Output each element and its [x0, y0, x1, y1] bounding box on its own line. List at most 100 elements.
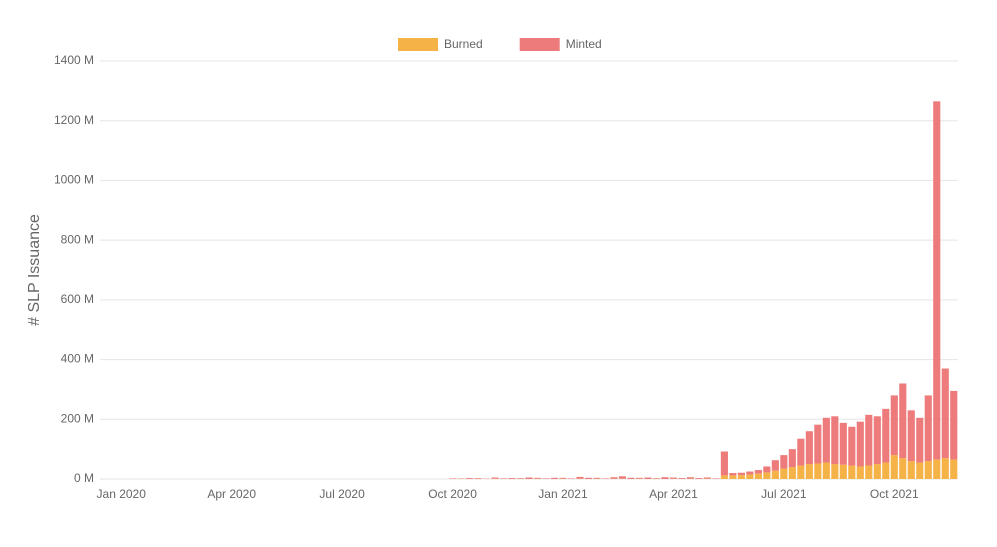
bar-segment: [720, 451, 728, 476]
bar-segment: [805, 464, 813, 479]
bar-segment: [712, 478, 720, 479]
bar-segment: [737, 472, 745, 476]
bar-segment: [822, 462, 830, 479]
bar-segment: [890, 455, 898, 479]
bar-segment: [661, 477, 669, 479]
bar-segment: [916, 417, 924, 463]
x-tick-label: Oct 2020: [428, 487, 477, 501]
y-tick-label: 0 M: [74, 471, 94, 485]
bar-segment: [788, 449, 796, 468]
bar-segment: [814, 424, 822, 464]
bar-segment: [839, 422, 847, 465]
bar-segment: [941, 368, 949, 459]
bar-segment: [882, 408, 890, 463]
bar-segment: [669, 477, 677, 479]
bar-segment: [907, 461, 915, 479]
x-tick-label: Jan 2020: [97, 487, 147, 501]
bar-segment: [822, 417, 830, 463]
bar-segment: [729, 475, 737, 479]
bar-segment: [754, 470, 762, 474]
x-tick-label: Apr 2020: [207, 487, 256, 501]
x-tick-label: Apr 2021: [649, 487, 698, 501]
bar-segment: [907, 410, 915, 462]
bar-segment: [601, 478, 610, 479]
bar-segment: [831, 464, 839, 479]
legend-label: Burned: [444, 37, 483, 51]
bar-segment: [525, 477, 533, 479]
bar-segment: [559, 477, 567, 479]
y-tick-label: 200 M: [61, 411, 94, 425]
bar-segment: [771, 460, 779, 471]
bar-segment: [491, 477, 499, 479]
bar-segment: [941, 458, 949, 479]
bar-segment: [856, 421, 864, 467]
legend-swatch: [398, 38, 438, 51]
bar-segment: [678, 478, 686, 479]
bar-segment: [465, 478, 474, 479]
bar-segment: [771, 470, 779, 479]
legend-swatch: [519, 38, 560, 51]
bar-segment: [652, 478, 660, 479]
y-tick-label: 1400 M: [54, 53, 94, 67]
bar-segment: [797, 438, 805, 466]
bar-segment: [899, 458, 907, 479]
y-axis-title: # SLP Issuance: [26, 214, 43, 326]
bar-segment: [644, 477, 652, 479]
bar-segment: [788, 467, 796, 479]
x-tick-label: Jul 2021: [761, 487, 807, 501]
y-tick-label: 600 M: [61, 292, 94, 306]
bar-segment: [899, 383, 907, 459]
bar-segment: [618, 476, 627, 479]
bar-segment: [576, 476, 584, 479]
bar-segment: [856, 466, 864, 479]
y-tick-label: 1000 M: [54, 173, 94, 187]
bar-segment: [924, 461, 932, 479]
bar-segment: [584, 477, 593, 479]
y-tick-label: 1200 M: [54, 113, 94, 127]
bar-segment: [882, 462, 890, 479]
bar-segment: [499, 478, 508, 479]
bar-segment: [763, 466, 771, 473]
bar-segment: [814, 463, 822, 479]
bar-segment: [448, 478, 457, 479]
bar-segment: [950, 459, 958, 479]
bar-segment: [805, 431, 813, 465]
bar-segment: [916, 462, 924, 479]
bar-segment: [865, 414, 873, 466]
x-tick-label: Jan 2021: [538, 487, 588, 501]
bar-segment: [873, 416, 881, 465]
bar-segment: [533, 477, 542, 479]
bar-segment: [729, 473, 737, 476]
bar-segment: [780, 468, 788, 479]
y-tick-label: 400 M: [61, 352, 94, 366]
bar-segment: [695, 478, 703, 479]
bar-segment: [737, 475, 745, 479]
bar-segment: [848, 426, 856, 466]
bar-segment: [933, 459, 941, 479]
bar-segment: [610, 477, 618, 479]
bar-segment: [873, 464, 881, 479]
bar-segment: [848, 465, 856, 479]
bar-segment: [542, 478, 550, 479]
bar-segment: [865, 465, 873, 479]
bar-segment: [746, 474, 754, 479]
bar-segment: [593, 477, 601, 479]
bar-segment: [627, 477, 635, 479]
bar-segment: [924, 395, 932, 462]
bar-segment: [831, 416, 839, 465]
legend-label: Minted: [566, 37, 602, 51]
x-tick-label: Oct 2021: [870, 487, 919, 501]
bar-segment: [890, 395, 898, 456]
bar-segment: [763, 472, 771, 479]
bar-segment: [746, 471, 754, 475]
bar-segment: [550, 477, 559, 479]
bar-segment: [686, 477, 694, 479]
bar-segment: [567, 478, 576, 479]
bar-segment: [516, 478, 525, 479]
bar-segment: [508, 478, 516, 479]
bar-segment: [839, 464, 847, 479]
bar-segment: [797, 465, 805, 479]
bar-segment: [635, 477, 644, 479]
bar-segment: [933, 101, 941, 460]
